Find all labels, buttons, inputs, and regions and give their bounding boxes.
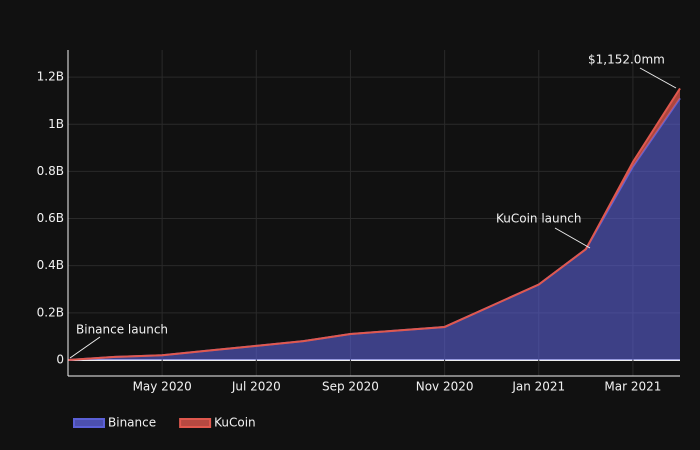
y-tick-label: 0.2B [37,305,64,319]
x-tick-label: Jan 2021 [511,380,565,394]
legend-label: KuCoin [214,416,256,430]
x-tick-label: May 2020 [133,380,192,394]
legend-label: Binance [108,416,156,430]
x-tick-label: Sep 2020 [322,380,379,394]
y-tick-label: 0.6B [37,211,64,225]
y-tick-label: 0.4B [37,258,64,272]
y-tick-label: 0.8B [37,164,64,178]
y-tick-label: 0 [56,352,64,366]
annotation: Binance launch [76,323,168,337]
y-tick-label: 1B [48,117,64,131]
annotation-arrow [554,227,591,249]
x-tick-label: Nov 2020 [416,380,474,394]
annotation-arrow [639,67,677,89]
x-tick-label: Mar 2021 [604,380,661,394]
y-tick-label: 1.2B [37,70,64,84]
area-line [67,87,681,361]
legend-swatch [73,418,105,428]
annotation-arrow [69,336,101,359]
annotation: KuCoin launch [496,212,581,226]
area [68,98,680,360]
x-tick-label: Jul 2020 [231,380,281,394]
legend-swatch [179,418,212,428]
annotation: $1,152.0mm [588,53,665,67]
